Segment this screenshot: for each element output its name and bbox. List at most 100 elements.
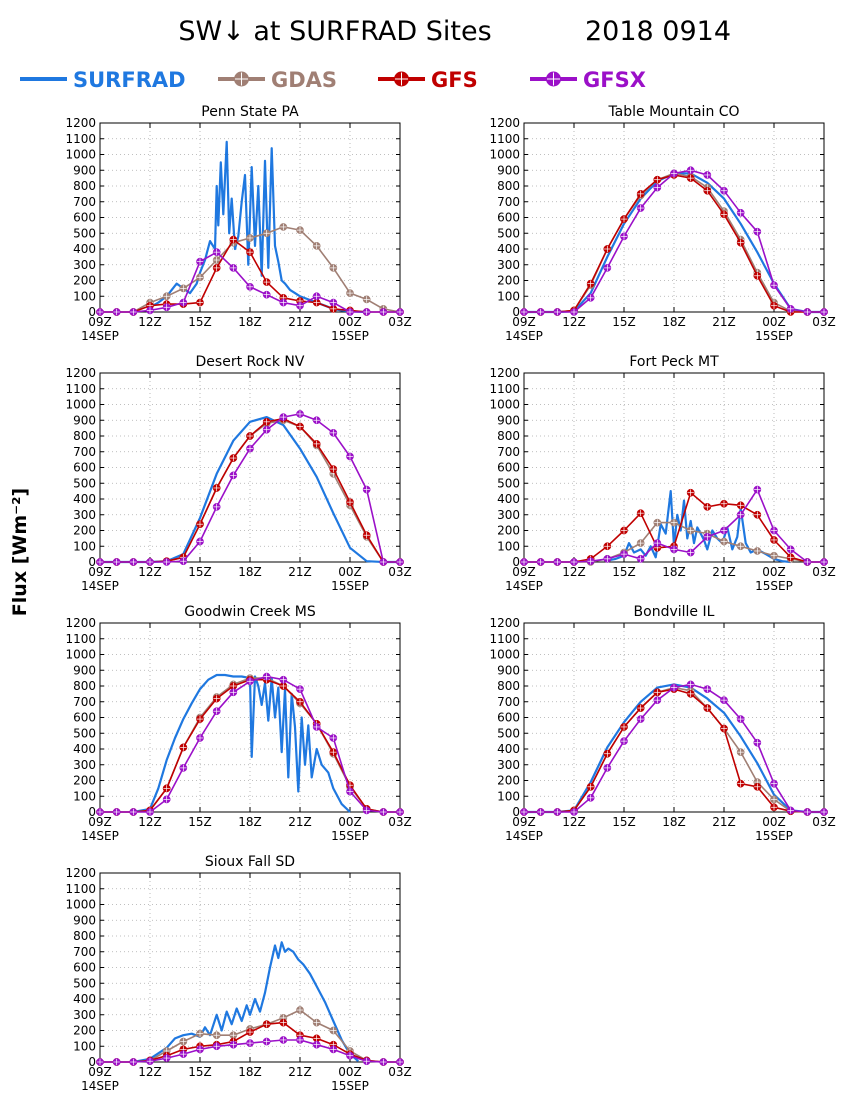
y-tick-label: 1200 <box>489 366 520 380</box>
series-line-gfs <box>100 417 400 563</box>
x-tick-label: 15Z <box>612 815 636 829</box>
y-tick-label: 0 <box>512 305 520 319</box>
y-tick-label: 700 <box>73 445 96 459</box>
x-date-label: 14SEP <box>505 829 543 843</box>
legend: SURFRAD GDAS GFS GFSX <box>20 68 646 92</box>
x-date-label: 15SEP <box>331 329 369 343</box>
x-tick-label: 00Z <box>338 315 362 329</box>
x-tick-label: 18Z <box>662 815 686 829</box>
legend-label-surfrad: SURFRAD <box>73 68 186 92</box>
y-tick-label: 1200 <box>489 616 520 630</box>
panel-sioux-fall-sd: Sioux Fall SD010020030040050060070080090… <box>65 854 411 1093</box>
panel-title: Table Mountain CO <box>607 104 739 120</box>
legend-label-gfsx: GFSX <box>583 68 646 92</box>
y-tick-label: 100 <box>73 789 96 803</box>
y-tick-label: 1000 <box>489 148 520 162</box>
panel-desert-rock-nv: Desert Rock NV01002003004005006007008009… <box>65 354 411 593</box>
y-tick-label: 300 <box>497 758 520 772</box>
y-tick-label: 1000 <box>65 648 96 662</box>
y-tick-label: 700 <box>73 195 96 209</box>
y-tick-label: 1000 <box>65 148 96 162</box>
y-tick-label: 0 <box>512 805 520 819</box>
y-tick-label: 500 <box>497 726 520 740</box>
y-tick-label: 800 <box>497 179 520 193</box>
x-tick-label: 09Z <box>88 315 112 329</box>
y-tick-label: 1200 <box>65 366 96 380</box>
x-tick-label: 15Z <box>188 1065 212 1079</box>
y-tick-label: 200 <box>497 274 520 288</box>
y-tick-label: 500 <box>497 226 520 240</box>
x-tick-label: 21Z <box>288 315 312 329</box>
y-tick-label: 200 <box>73 524 96 538</box>
y-tick-label: 500 <box>73 976 96 990</box>
x-tick-label: 12Z <box>562 815 586 829</box>
y-tick-label: 0 <box>88 555 96 569</box>
series-line-gdas <box>524 686 824 813</box>
y-tick-label: 300 <box>73 758 96 772</box>
y-tick-label: 200 <box>497 524 520 538</box>
x-tick-label: 00Z <box>762 315 786 329</box>
x-tick-label: 21Z <box>712 315 736 329</box>
y-tick-label: 700 <box>497 445 520 459</box>
y-tick-label: 800 <box>497 429 520 443</box>
series-line-surfrad <box>133 673 351 814</box>
y-tick-label: 300 <box>73 508 96 522</box>
x-date-label: 14SEP <box>81 579 119 593</box>
y-tick-label: 800 <box>497 679 520 693</box>
y-tick-label: 100 <box>497 789 520 803</box>
y-tick-label: 500 <box>73 476 96 490</box>
y-tick-label: 0 <box>88 1055 96 1069</box>
panel-title: Sioux Fall SD <box>205 854 295 870</box>
y-tick-label: 300 <box>497 258 520 272</box>
y-tick-label: 500 <box>73 726 96 740</box>
x-tick-label: 21Z <box>288 1065 312 1079</box>
y-tick-label: 800 <box>73 179 96 193</box>
x-tick-label: 21Z <box>288 815 312 829</box>
y-tick-label: 0 <box>88 305 96 319</box>
y-tick-label: 1100 <box>65 382 96 396</box>
y-tick-label: 1100 <box>65 882 96 896</box>
y-tick-label: 400 <box>73 242 96 256</box>
y-tick-label: 200 <box>73 774 96 788</box>
y-tick-label: 600 <box>73 461 96 475</box>
x-tick-label: 21Z <box>288 565 312 579</box>
x-tick-label: 15Z <box>188 565 212 579</box>
y-tick-label: 1200 <box>65 866 96 880</box>
y-tick-label: 400 <box>73 742 96 756</box>
x-tick-label: 15Z <box>188 815 212 829</box>
x-tick-label: 15Z <box>188 315 212 329</box>
x-tick-label: 09Z <box>88 1065 112 1079</box>
y-tick-label: 1100 <box>489 382 520 396</box>
x-tick-label: 00Z <box>338 815 362 829</box>
y-tick-label: 200 <box>497 774 520 788</box>
y-tick-label: 900 <box>497 163 520 177</box>
x-tick-label: 03Z <box>388 1065 412 1079</box>
panel-title: Fort Peck MT <box>629 354 719 370</box>
y-tick-label: 600 <box>497 711 520 725</box>
y-tick-label: 1200 <box>489 116 520 130</box>
y-tick-label: 600 <box>73 961 96 975</box>
y-tick-label: 200 <box>73 274 96 288</box>
x-tick-label: 03Z <box>388 565 412 579</box>
x-tick-label: 21Z <box>712 565 736 579</box>
x-tick-label: 12Z <box>138 815 162 829</box>
series-line-surfrad <box>607 490 791 564</box>
y-tick-label: 900 <box>73 663 96 677</box>
x-date-label: 15SEP <box>331 829 369 843</box>
panel-title: Penn State PA <box>201 104 299 120</box>
panel-fort-peck-mt: Fort Peck MT0100200300400500600700800900… <box>489 354 835 593</box>
x-tick-label: 12Z <box>562 315 586 329</box>
y-tick-label: 200 <box>73 1024 96 1038</box>
x-tick-label: 12Z <box>138 565 162 579</box>
y-tick-label: 600 <box>73 211 96 225</box>
y-tick-label: 600 <box>497 461 520 475</box>
x-tick-label: 21Z <box>712 815 736 829</box>
x-tick-label: 18Z <box>238 315 262 329</box>
x-date-label: 15SEP <box>755 829 793 843</box>
y-tick-label: 800 <box>73 929 96 943</box>
y-tick-label: 700 <box>497 195 520 209</box>
panel-table-mountain-co: Table Mountain CO01002003004005006007008… <box>489 104 835 343</box>
x-tick-label: 15Z <box>612 565 636 579</box>
x-tick-label: 18Z <box>662 565 686 579</box>
